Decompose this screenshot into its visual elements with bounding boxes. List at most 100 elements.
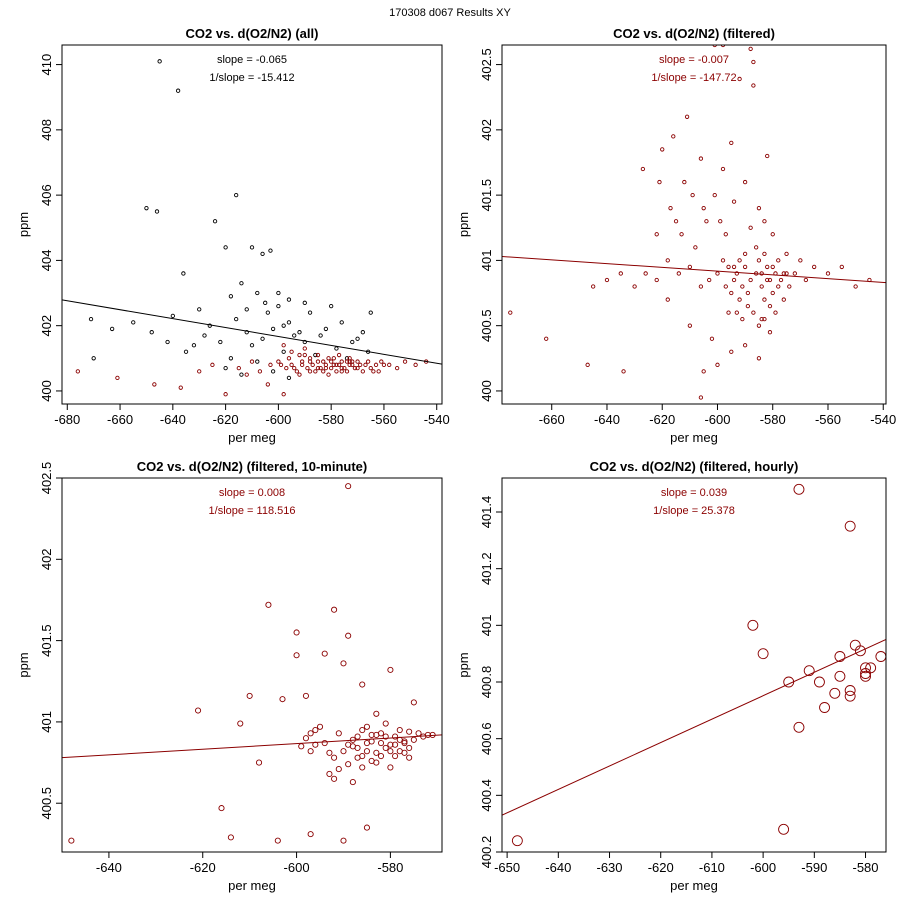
data-point — [762, 251, 767, 257]
data-point — [377, 740, 385, 747]
data-point — [720, 166, 726, 172]
data-point — [757, 648, 769, 660]
y-tick-label: 402 — [479, 119, 494, 141]
data-point — [265, 382, 270, 387]
data-point — [742, 179, 748, 185]
x-tick-label: -660 — [107, 412, 133, 427]
data-point — [281, 343, 286, 348]
data-point — [350, 339, 355, 345]
data-point — [747, 619, 759, 631]
data-point — [778, 277, 784, 283]
y-tick-label: 400.2 — [479, 836, 494, 869]
data-point — [770, 290, 775, 296]
data-point — [359, 753, 366, 760]
data-point — [701, 369, 706, 374]
data-point — [310, 362, 315, 367]
data-point — [853, 284, 858, 289]
data-point — [776, 284, 781, 289]
data-point — [223, 245, 228, 250]
data-point — [363, 723, 370, 730]
data-point — [621, 369, 626, 374]
inverse-slope-annotation: 1/slope = -147.72 — [651, 72, 736, 84]
data-point — [767, 303, 773, 309]
data-point — [331, 754, 338, 761]
data-point — [787, 284, 792, 289]
data-point — [315, 352, 321, 358]
data-point — [178, 385, 183, 390]
data-point — [302, 692, 310, 699]
data-point — [297, 372, 302, 377]
data-point — [392, 741, 399, 748]
data-point — [376, 369, 381, 374]
data-point — [410, 736, 417, 743]
data-point — [354, 744, 361, 751]
data-point — [345, 741, 352, 748]
data-point — [720, 258, 726, 263]
inverse-slope-annotation: 1/slope = 118.516 — [209, 505, 296, 517]
data-point — [759, 271, 764, 276]
x-tick-label: -580 — [760, 412, 786, 427]
data-point — [329, 303, 334, 309]
data-point — [326, 356, 331, 361]
data-point — [307, 748, 314, 755]
data-point — [778, 823, 790, 835]
data-point — [387, 764, 394, 771]
data-point — [191, 343, 197, 348]
data-point — [321, 650, 328, 657]
data-point — [234, 192, 239, 198]
data-point — [401, 740, 408, 747]
data-point — [286, 297, 292, 302]
data-point — [349, 779, 356, 786]
x-tick-label: -640 — [545, 860, 571, 875]
data-point — [765, 264, 770, 270]
data-point — [210, 362, 215, 367]
data-point — [511, 835, 523, 847]
data-point — [654, 277, 659, 283]
data-point — [329, 365, 334, 371]
data-point — [181, 271, 186, 276]
data-point — [665, 258, 670, 263]
data-point — [693, 245, 698, 250]
data-point — [665, 297, 670, 302]
data-point — [197, 369, 202, 374]
data-point — [844, 520, 856, 532]
data-point — [373, 731, 380, 738]
data-point — [756, 258, 762, 263]
data-point — [723, 232, 728, 237]
plot-title: CO2 vs. d(O2/N2) (all) — [186, 26, 319, 41]
data-point — [373, 710, 380, 717]
y-tick-label: 400.5 — [479, 309, 494, 342]
data-point — [344, 369, 350, 374]
x-tick-label: -540 — [424, 412, 450, 427]
data-point — [284, 365, 289, 371]
data-point — [265, 310, 270, 315]
data-point — [803, 665, 815, 677]
x-tick-label: -650 — [494, 860, 520, 875]
data-point — [154, 209, 160, 214]
data-point — [326, 749, 333, 756]
data-point — [246, 692, 253, 699]
y-tick-label: 406 — [39, 184, 54, 206]
y-axis-label: ppm — [456, 652, 471, 677]
data-point — [293, 652, 300, 659]
data-point — [759, 284, 764, 289]
data-point — [363, 824, 370, 831]
data-point — [770, 232, 775, 237]
data-point — [299, 359, 305, 364]
data-point — [860, 662, 871, 674]
data-point — [803, 277, 809, 283]
plot-frame — [61, 477, 443, 853]
data-point — [751, 310, 756, 315]
data-point — [281, 392, 286, 397]
data-point — [270, 369, 276, 374]
data-point — [754, 245, 759, 250]
data-point — [508, 310, 513, 315]
data-point — [276, 290, 281, 296]
data-point — [671, 134, 676, 139]
y-tick-label: 400.5 — [39, 787, 54, 820]
x-tick-label: -600 — [750, 860, 776, 875]
data-point — [68, 837, 75, 844]
data-point — [379, 359, 384, 364]
data-point — [742, 343, 748, 348]
